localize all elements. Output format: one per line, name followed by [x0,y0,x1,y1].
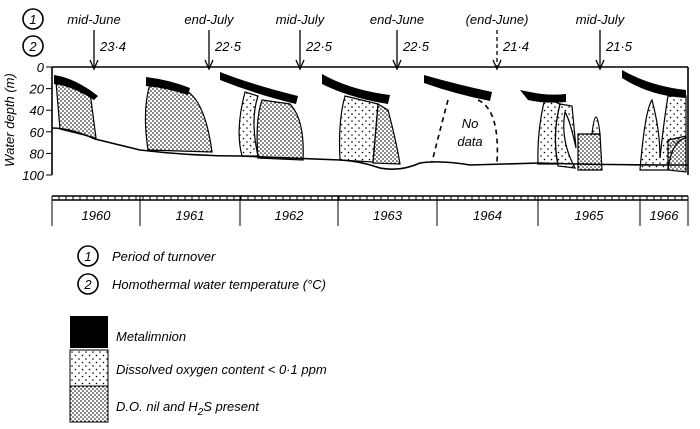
legend-label: Dissolved oxygen content < 0·1 ppm [116,362,327,377]
water-profiles [55,81,687,173]
year-label: 1966 [650,208,680,223]
arrow-head [295,59,305,71]
key: 1 Period of turnover 2 Homothermal water… [77,245,326,295]
metalimnion-bands [54,70,686,104]
temperature: 22·5 [402,39,430,54]
year-label: 1960 [82,208,112,223]
row-key: 2 [28,39,37,54]
period: mid-July [576,12,626,27]
key-label: Homothermal water temperature (°C) [112,277,326,292]
y-tick-label: 100 [22,168,44,183]
temperature: 22·5 [214,39,242,54]
period: end-July [184,12,235,27]
year-label: 1964 [473,208,502,223]
legend-label: Metalimnion [116,329,186,344]
arrow-head [392,59,402,71]
no-data: data [457,134,482,149]
period: mid-June [67,12,120,27]
year-label: 1962 [275,208,305,223]
y-tick-label: 60 [30,125,45,140]
year-label: 1963 [373,208,403,223]
y-ticks: 0 20 40 60 80 100 [22,60,52,183]
arrow-head [89,59,99,71]
key-label: Period of turnover [112,249,216,264]
arrow-head [204,59,214,71]
no-data: No [462,116,479,131]
row-key: 1 [29,12,36,27]
legend-text: D.O. nil and H [116,399,198,414]
period: end-June [370,12,424,27]
events: mid-June 23·4 end-July 22·5 mid-July 22·5 end-… [67,12,633,71]
axis-label: Water depth (m) [2,73,17,167]
temperature: 23·4 [99,39,126,54]
year-label: 1965 [575,208,605,223]
arrow-head [492,59,502,71]
year-axis: 1960 1961 1962 1963 1964 1965 1966 [51,196,689,226]
y-tick-label: 20 [29,82,45,97]
period: mid-July [276,12,326,27]
y-tick-label: 80 [30,146,45,161]
legend-subscript: 2 [197,407,204,418]
y-tick-label: 0 [37,60,45,75]
y-tick-label: 40 [30,103,45,118]
period: (end-June) [466,12,529,27]
key-number: 1 [84,249,91,264]
legend-label: D.O. nil and H2S present [116,399,260,418]
legend: Metalimnion Dissolved oxygen content < 0… [69,316,327,423]
legend-text: S present [203,399,260,414]
temperature: 21·4 [502,39,529,54]
temperature: 22·5 [305,39,333,54]
arrow-head [595,59,605,71]
row-keys: 1 2 [22,8,44,57]
key-number: 2 [83,277,92,292]
temperature: 21·5 [605,39,633,54]
year-label: 1961 [176,208,205,223]
